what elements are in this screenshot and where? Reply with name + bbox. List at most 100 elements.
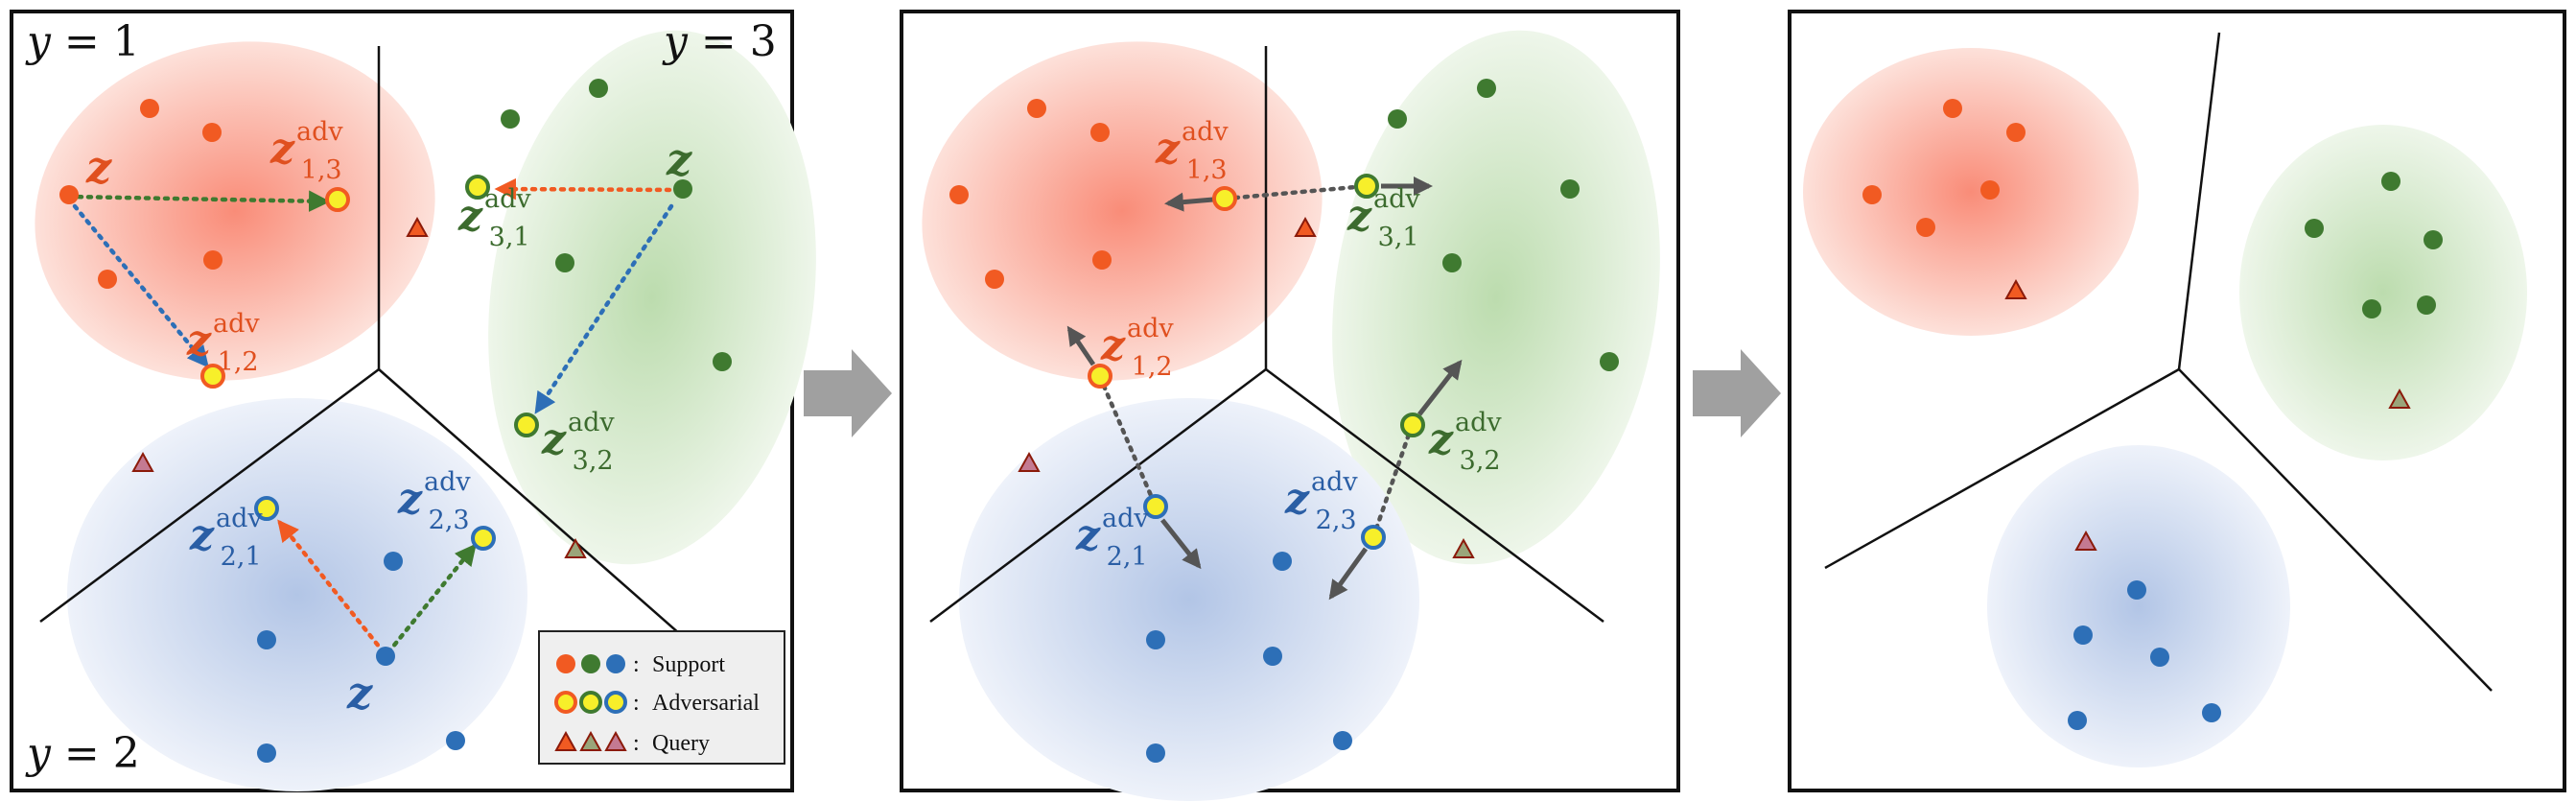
support-point: [1980, 180, 2000, 200]
panel-middle: zadv 1,3 zadv 3,1 zadv 1,2 zadv 3,2 zadv 2,3 …: [900, 10, 1680, 801]
support-point: [1090, 123, 1110, 142]
label-z32-adv: zadv 3,2: [541, 408, 615, 476]
support-point: [98, 270, 117, 289]
support-point: [140, 99, 159, 118]
legend-query-label: Query: [652, 731, 710, 756]
class1-region: [922, 41, 1323, 381]
adv-point-1-3: [1212, 186, 1237, 211]
adv-point-2-3: [1361, 525, 1386, 550]
label-z23-adv: zadv 2,3: [1284, 467, 1358, 535]
support-point: [1388, 109, 1407, 129]
push-arrow-13: [1164, 192, 1214, 212]
support-point: [949, 185, 969, 204]
support-point: [1092, 250, 1112, 270]
query-point-class1: [2004, 278, 2027, 299]
link-12-21: [1097, 374, 1159, 509]
support-point: [2006, 123, 2026, 142]
transition-arrow-2: [1693, 349, 1781, 437]
adv-point-1-2: [1088, 364, 1112, 389]
legend-support-row: : Support: [556, 652, 725, 677]
support-point: [2073, 625, 2093, 645]
support-point: [1273, 552, 1292, 571]
label-z21-adv: zadv 2,1: [1075, 504, 1149, 572]
support-point: [376, 647, 395, 666]
support-point: [1560, 179, 1580, 199]
label-y2: y = 2: [25, 729, 140, 778]
class1-region: [35, 41, 435, 381]
support-point: [59, 185, 79, 204]
class2-support-points: [1146, 552, 1352, 763]
label-z32-adv: zadv 3,2: [1428, 408, 1502, 476]
support-point: [446, 731, 465, 750]
support-point: [1333, 731, 1352, 750]
label-z13-adv: zadv 1,3: [269, 117, 343, 185]
support-point: [1263, 647, 1282, 666]
query-point-class2: [1018, 451, 1041, 472]
class3-region: [488, 30, 816, 565]
arrow-z-to-z21: [277, 519, 386, 655]
support-point: [2424, 230, 2443, 249]
label-z13-adv: zadv 1,3: [1155, 117, 1229, 185]
support-point: [2305, 219, 2324, 238]
class3-region: [2239, 125, 2527, 460]
class2-support-points: [2068, 580, 2221, 730]
legend-separator: :: [633, 691, 640, 716]
panel-right: [1788, 10, 2566, 792]
label-z23-adv: zadv 2,3: [397, 467, 471, 535]
arrow-z-to-z31: [494, 177, 682, 200]
adv-point-2-1: [1143, 494, 1168, 519]
class1-support-points: [59, 99, 222, 289]
link-13-31: [1223, 183, 1370, 201]
push-arrow-32: [1417, 359, 1463, 416]
adv-point-1-3: [325, 187, 350, 212]
support-point: [202, 123, 222, 142]
legend-adv-marker: [579, 691, 602, 714]
support-point: [384, 552, 403, 571]
push-arrow-21: [1160, 518, 1202, 570]
push-arrow-12: [1066, 325, 1096, 366]
perturbation-arrows: [66, 177, 682, 655]
query-point-class3: [2388, 388, 2411, 409]
arrow-z-to-z12: [72, 203, 209, 368]
decision-boundaries: [1824, 32, 2493, 692]
legend-query-marker: [554, 730, 577, 751]
support-point: [1442, 253, 1462, 272]
query-point-class1: [406, 216, 429, 237]
arrow-z-to-z23: [386, 543, 477, 655]
support-point: [1916, 218, 1935, 237]
support-point: [1146, 743, 1165, 763]
support-point: [589, 79, 608, 98]
legend-support-marker: [556, 654, 575, 673]
adv-point-3-2: [1400, 413, 1425, 437]
query-point-class2: [131, 451, 154, 472]
legend-adversarial-row: : Adversarial: [554, 691, 760, 716]
support-point: [501, 109, 520, 129]
adversarial-points: [1088, 174, 1425, 550]
class2-region: [67, 398, 527, 791]
label-z12-adv: zadv 1,2: [1100, 314, 1174, 382]
support-point: [673, 179, 692, 199]
legend-query-row: : Query: [554, 730, 710, 756]
label-z-class2: z: [346, 667, 373, 719]
legend-support-label: Support: [652, 652, 725, 677]
label-z-class3: z: [666, 133, 692, 185]
legend-support-marker: [581, 654, 600, 673]
support-point: [2068, 711, 2087, 730]
legend-box: [538, 630, 785, 765]
class3-support-points: [2305, 172, 2443, 318]
class1-support-points: [1862, 99, 2026, 237]
label-z-class1: z: [85, 141, 112, 193]
support-point: [713, 352, 732, 371]
adv-pair-links: [1097, 183, 1415, 540]
legend-query-marker: [579, 730, 602, 751]
legend: : Support : Adversarial : Query: [538, 630, 785, 765]
label-y1: y = 1: [25, 17, 140, 66]
support-point: [257, 630, 276, 649]
support-point: [1600, 352, 1619, 371]
query-points: [1018, 216, 1475, 558]
legend-adv-marker: [604, 691, 627, 714]
legend-support-marker: [606, 654, 625, 673]
support-point: [985, 270, 1004, 289]
adv-point-2-3: [471, 526, 496, 551]
